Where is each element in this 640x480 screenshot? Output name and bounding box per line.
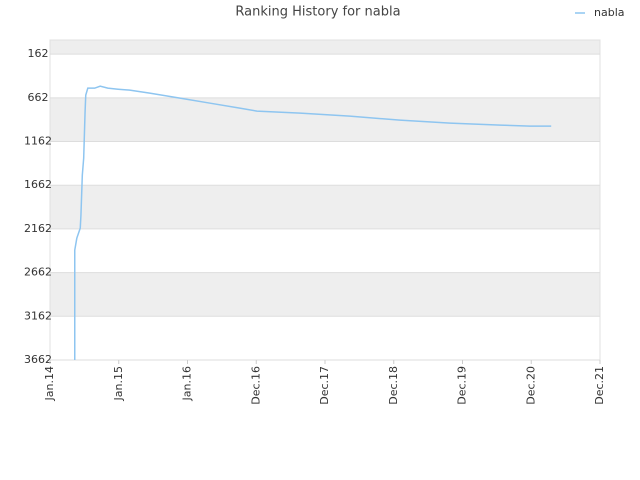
band [50,228,600,273]
band [50,54,600,98]
y-tick-label: 3662 [24,353,52,366]
x-tick-label: Dec.19 [456,366,469,405]
x-tick-label: Jan.15 [112,366,125,401]
x-tick-label: Dec.20 [524,366,537,405]
y-tick-label: 662 [28,91,49,104]
band [50,272,600,317]
x-tick-label: Dec.18 [387,366,400,405]
y-tick-label: 2162 [24,222,52,235]
y-tick-label: 1662 [24,178,52,191]
y-tick-label: 2662 [24,266,52,279]
band [50,141,600,186]
x-tick-label: Dec.16 [249,366,262,405]
band [50,40,600,55]
legend-label: nabla [594,6,625,19]
y-tick-label: 3162 [24,309,52,322]
y-tick-label: 1162 [24,135,52,148]
band [50,97,600,142]
chart-title: Ranking History for nabla [235,5,400,20]
band [50,316,600,360]
x-tick-label: Dec.17 [318,366,331,405]
band [50,185,600,229]
x-tick-label: Jan.16 [181,366,194,401]
x-tick-label: Jan.14 [43,366,56,401]
y-tick-label: 162 [28,47,49,60]
x-tick-label: Dec.21 [593,366,606,405]
data-line [74,85,552,360]
